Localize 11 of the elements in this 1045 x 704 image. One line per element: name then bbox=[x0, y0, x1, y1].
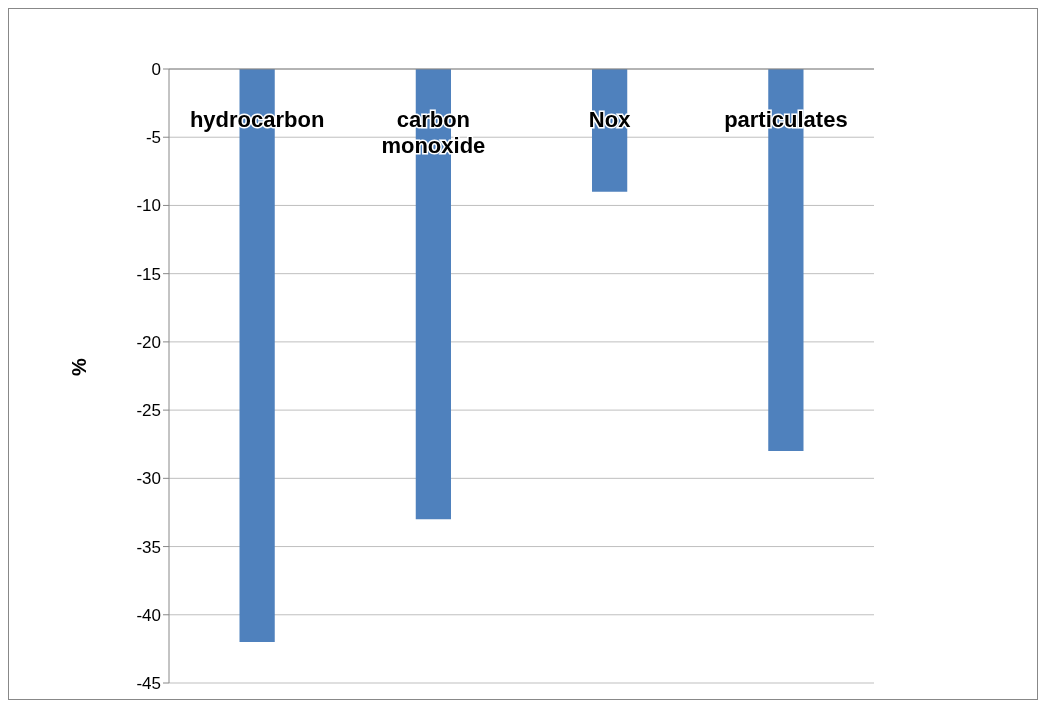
y-tick-label: -10 bbox=[136, 196, 161, 216]
y-tick-label: -30 bbox=[136, 469, 161, 489]
y-tick-label: -5 bbox=[145, 128, 161, 148]
y-tick-label: -45 bbox=[136, 674, 161, 694]
y-tick-label: -35 bbox=[136, 537, 161, 557]
y-tick-label: -25 bbox=[136, 401, 161, 421]
y-tick-label: 0 bbox=[151, 60, 161, 80]
y-tick-label: -40 bbox=[136, 605, 161, 625]
y-tick-label: -15 bbox=[136, 264, 161, 284]
y-tick-label: -20 bbox=[136, 332, 161, 352]
y-axis-title: % bbox=[68, 358, 91, 376]
